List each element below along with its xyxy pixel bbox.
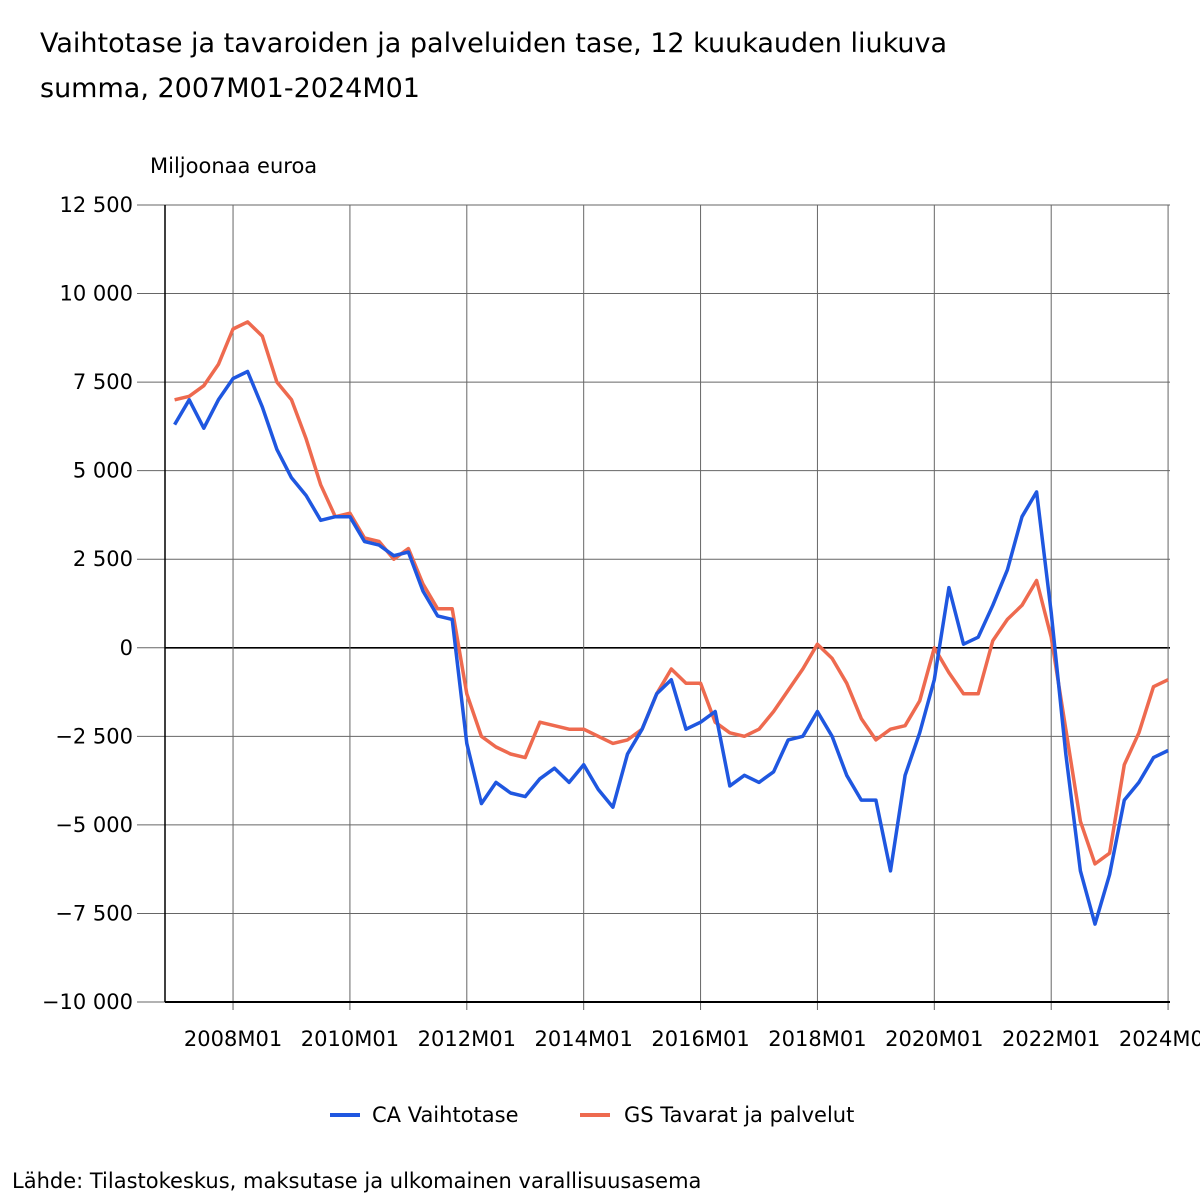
source-note: Lähde: Tilastokeskus, maksutase ja ulkom… bbox=[12, 1169, 701, 1193]
y-tick-label: 0 bbox=[120, 636, 133, 660]
x-tick-label: 2016M01 bbox=[651, 1027, 749, 1051]
x-tick-label: 2018M01 bbox=[768, 1027, 866, 1051]
y-tick-label: 7 500 bbox=[73, 370, 133, 394]
y-tick-label: 12 500 bbox=[60, 193, 133, 217]
chart-title-line-1: Vaihtotase ja tavaroiden ja palveluiden … bbox=[40, 28, 947, 59]
legend-item-gs[interactable]: GS Tavarat ja palvelut bbox=[580, 1103, 854, 1127]
y-tick-label: −5 000 bbox=[55, 813, 133, 837]
legend: CA Vaihtotase GS Tavarat ja palvelut bbox=[330, 1103, 854, 1127]
x-tick-label: 2010M01 bbox=[301, 1027, 399, 1051]
x-tick-label: 2012M01 bbox=[418, 1027, 516, 1051]
y-tick-label: 5 000 bbox=[73, 459, 133, 483]
legend-label-ca: CA Vaihtotase bbox=[372, 1103, 519, 1127]
y-tick-label: 2 500 bbox=[73, 547, 133, 571]
chart-title-line-2: summa, 2007M01-2024M01 bbox=[40, 73, 420, 104]
series-lines bbox=[173, 320, 1169, 926]
y-tick-label: −2 500 bbox=[55, 724, 133, 748]
legend-label-gs: GS Tavarat ja palvelut bbox=[624, 1103, 854, 1127]
legend-item-ca[interactable]: CA Vaihtotase bbox=[330, 1103, 519, 1127]
gridlines bbox=[137, 204, 1170, 1010]
x-tick-label: 2020M01 bbox=[885, 1027, 983, 1051]
x-axis-ticks: 2008M01 2010M01 2012M01 2014M01 2016M01 2018M… bbox=[184, 1027, 1200, 1051]
y-axis-label: Miljoonaa euroa bbox=[150, 154, 317, 178]
x-tick-label: 2024M01 bbox=[1119, 1027, 1200, 1051]
y-tick-label: −10 000 bbox=[42, 990, 133, 1014]
y-tick-label: −7 500 bbox=[55, 901, 133, 925]
x-tick-label: 2022M01 bbox=[1002, 1027, 1100, 1051]
series-line-ca bbox=[173, 369, 1169, 926]
y-axis-ticks: 12 500 10 000 7 500 5 000 2 500 0 −2 500 −5 000… bbox=[42, 193, 133, 1014]
y-tick-label: 10 000 bbox=[60, 282, 133, 306]
series-line-gs bbox=[174, 320, 1169, 866]
x-tick-label: 2008M01 bbox=[184, 1027, 282, 1051]
x-tick-label: 2014M01 bbox=[535, 1027, 633, 1051]
